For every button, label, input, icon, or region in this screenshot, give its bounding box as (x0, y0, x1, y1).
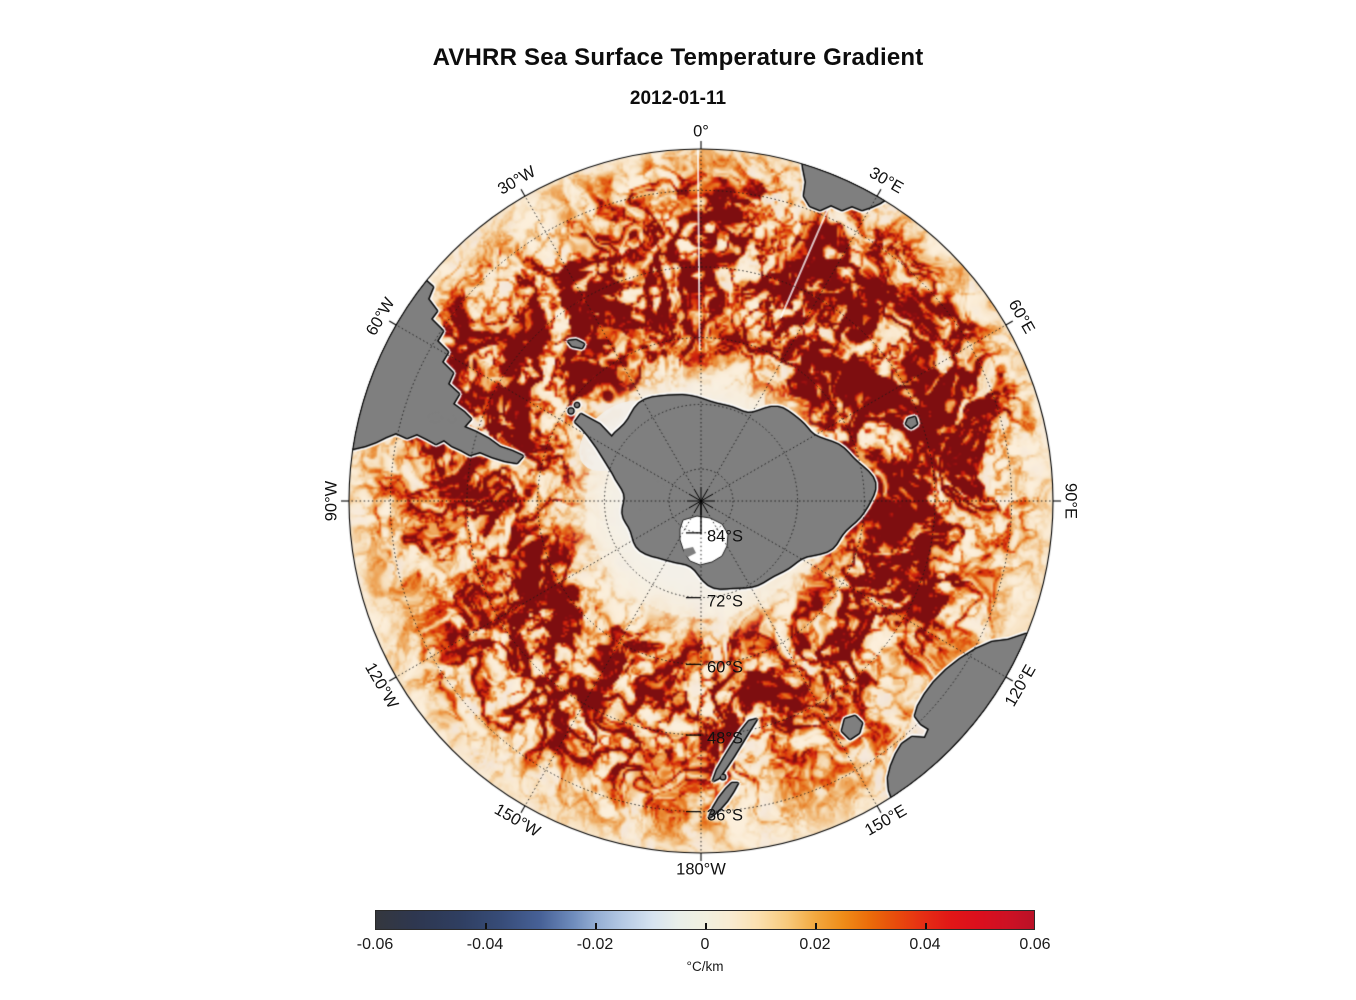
meridian-label-90E: 90°E (1061, 483, 1080, 519)
parallel-label-48S: 48°S (707, 729, 743, 748)
colorbar-tick-label-m0p06: -0.06 (356, 936, 394, 953)
parallel-label-72S: 72°S (707, 592, 743, 611)
parallel-label-84S: 84°S (707, 527, 743, 546)
colorbar-gradient (375, 910, 1035, 930)
colorbar-tick-label-m0p02: -0.02 (576, 936, 614, 953)
meridian-label-180W: 180°W (676, 860, 726, 879)
colorbar-unit-label: °C/km (686, 959, 724, 974)
colorbar-tick-label-0: 0 (700, 936, 710, 953)
parallel-label-36S: 36°S (707, 806, 743, 825)
colorbar-tick-label-m0p04: -0.04 (466, 936, 504, 953)
colorbar-tick (705, 923, 707, 929)
chart-title: AVHRR Sea Surface Temperature Gradient (432, 44, 924, 71)
parallel-label-60S: 60°S (707, 658, 743, 677)
meridian-label-90W: 90°W (322, 480, 341, 522)
meridian-label-0: 0° (693, 122, 709, 141)
colorbar-tick (815, 923, 817, 929)
colorbar-tick-label-0p06: 0.06 (1019, 936, 1051, 953)
colorbar-tick (925, 923, 927, 929)
chart-date: 2012-01-11 (629, 88, 727, 109)
colorbar-tick (595, 923, 597, 929)
colorbar-tick-label-0p04: 0.04 (909, 936, 941, 953)
colorbar-tick (485, 923, 487, 929)
colorbar-tick-label-0p02: 0.02 (799, 936, 831, 953)
